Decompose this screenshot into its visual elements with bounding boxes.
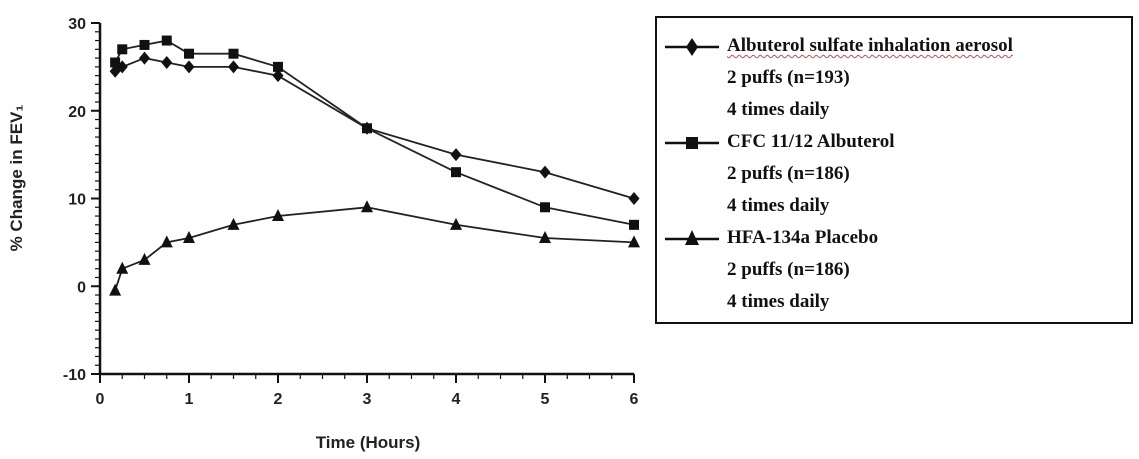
ticks: -10 0 10 20 30 0 1 2 3 4 5 6	[63, 16, 639, 408]
legend-dose: 2 puffs (n=186)	[727, 163, 850, 184]
data-point-triangle	[116, 261, 129, 274]
y-tick-label: 0	[77, 279, 86, 296]
legend-frequency: 4 times daily	[727, 99, 830, 120]
data-point-triangle	[109, 283, 122, 296]
data-point-square	[117, 44, 128, 55]
series-triangle	[109, 200, 640, 296]
x-tick-label: 5	[541, 391, 550, 408]
data-point-diamond	[161, 55, 173, 69]
data-point-triangle	[138, 252, 151, 265]
data-point-square	[161, 35, 172, 46]
data-point-triangle	[361, 200, 373, 213]
legend: Albuterol sulfate inhalation aerosol 2 p…	[655, 16, 1133, 324]
legend-marker-triangle	[665, 230, 719, 245]
y-tick-label: 20	[68, 104, 86, 121]
legend-marker-square	[665, 137, 719, 149]
x-tick-label: 0	[96, 391, 105, 408]
y-tick-label: -10	[63, 367, 86, 384]
legend-label: Albuterol sulfate inhalation aerosol	[727, 35, 1013, 56]
data-point-square	[629, 219, 639, 230]
axes	[98, 23, 634, 376]
data-point-triangle	[539, 230, 551, 243]
y-tick-label: 10	[68, 192, 86, 209]
x-tick-label: 4	[452, 391, 461, 408]
data-point-diamond	[272, 69, 284, 83]
x-tick-label: 1	[185, 391, 194, 408]
x-tick-label: 2	[274, 391, 283, 408]
data-point-diamond	[139, 51, 150, 65]
data-point-triangle	[227, 217, 240, 230]
x-axis-label: Time (Hours)	[316, 433, 421, 452]
legend-frequency: 4 times daily	[727, 195, 830, 216]
data-point-triangle	[450, 217, 462, 230]
data-point-square	[110, 57, 121, 68]
data-point-triangle	[272, 209, 284, 222]
data-point-triangle	[160, 235, 173, 248]
data-point-diamond	[450, 148, 462, 162]
data-point-triangle	[628, 235, 640, 248]
series-layer	[109, 35, 640, 296]
legend-dose: 2 puffs (n=186)	[727, 259, 850, 280]
series-line	[114, 57, 635, 200]
legend-dose: 2 puffs (n=193)	[727, 67, 850, 88]
x-tick-label: 3	[363, 391, 372, 408]
data-point-diamond	[628, 192, 640, 205]
legend-frequency: 4 times daily	[727, 291, 830, 312]
y-axis-label: % Change in FEV₁	[7, 105, 26, 252]
series-line	[114, 206, 635, 291]
series-square	[110, 35, 639, 230]
data-point-square	[540, 202, 550, 213]
data-point-square	[139, 39, 150, 50]
data-point-square	[451, 167, 461, 178]
legend-marker-diamond	[665, 38, 719, 56]
data-point-diamond	[228, 60, 239, 74]
data-point-square	[228, 48, 239, 59]
legend-label: HFA-134a Placebo	[727, 227, 879, 248]
data-point-square	[184, 48, 194, 59]
x-tick-label: 6	[630, 391, 639, 408]
data-point-square	[362, 123, 372, 134]
y-tick-label: 30	[68, 16, 86, 33]
legend-label: CFC 11/12 Albuterol	[727, 131, 895, 152]
series-diamond	[109, 51, 640, 205]
data-point-triangle	[183, 230, 195, 243]
data-point-diamond	[183, 60, 195, 74]
data-point-diamond	[539, 165, 551, 179]
data-point-square	[273, 61, 283, 72]
